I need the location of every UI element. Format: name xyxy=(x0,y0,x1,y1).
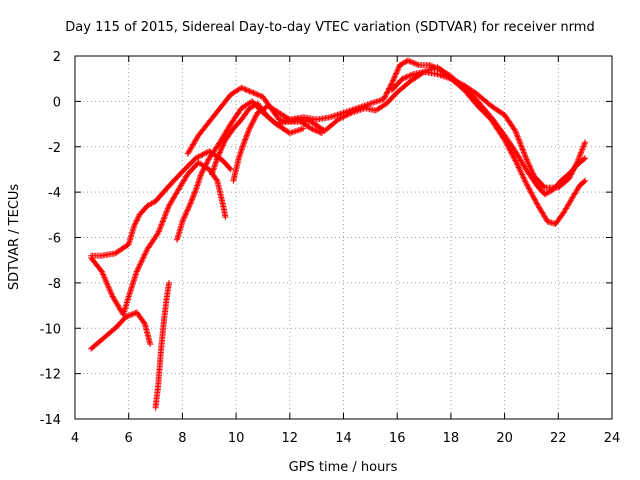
y-axis-label: SDTVAR / TECUs xyxy=(7,184,22,291)
x-tick-label: 4 xyxy=(71,431,79,446)
y-tick-label: -14 xyxy=(40,413,61,428)
plus-markers xyxy=(152,279,172,411)
y-tick-label: -4 xyxy=(48,186,61,201)
y-tick-label: -6 xyxy=(48,232,61,247)
y-tick-label: 2 xyxy=(53,50,61,65)
x-tick-label: 8 xyxy=(178,431,186,446)
x-tick-label: 20 xyxy=(496,431,513,446)
x-tick-label: 16 xyxy=(389,431,406,446)
plus-markers xyxy=(230,57,589,227)
series-track-h xyxy=(230,57,589,227)
data-points xyxy=(88,57,589,411)
series-track-c xyxy=(88,159,229,318)
x-tick-label: 6 xyxy=(125,431,133,446)
x-tick-label: 24 xyxy=(604,431,621,446)
plus-markers xyxy=(88,148,234,259)
y-tick-label: -10 xyxy=(40,322,61,337)
x-tick-label: 14 xyxy=(335,431,352,446)
y-tick-label: -2 xyxy=(48,141,61,156)
x-tick-label: 18 xyxy=(443,431,460,446)
y-tick-label: 0 xyxy=(53,95,61,110)
x-tick-label: 12 xyxy=(282,431,299,446)
series-track-d xyxy=(152,279,172,411)
y-tick-label: -8 xyxy=(48,277,61,292)
series-track-i xyxy=(388,68,589,191)
y-tick-label: -12 xyxy=(40,368,61,383)
axes-ticks: 4 6 8 10 12 14 16 18 20 22 24 -14 -12 -10 -8 -6 -4 -2 0 2 xyxy=(40,50,621,446)
plus-markers xyxy=(388,68,589,191)
series-track-b xyxy=(88,309,154,352)
series-track-a xyxy=(88,148,234,259)
chart-title: Day 115 of 2015, Sidereal Day-to-day VTE… xyxy=(65,20,594,35)
x-axis-label: GPS time / hours xyxy=(289,460,398,475)
x-tick-label: 10 xyxy=(228,431,245,446)
x-tick-label: 22 xyxy=(550,431,567,446)
plus-markers xyxy=(88,159,229,318)
plus-markers xyxy=(88,309,154,352)
